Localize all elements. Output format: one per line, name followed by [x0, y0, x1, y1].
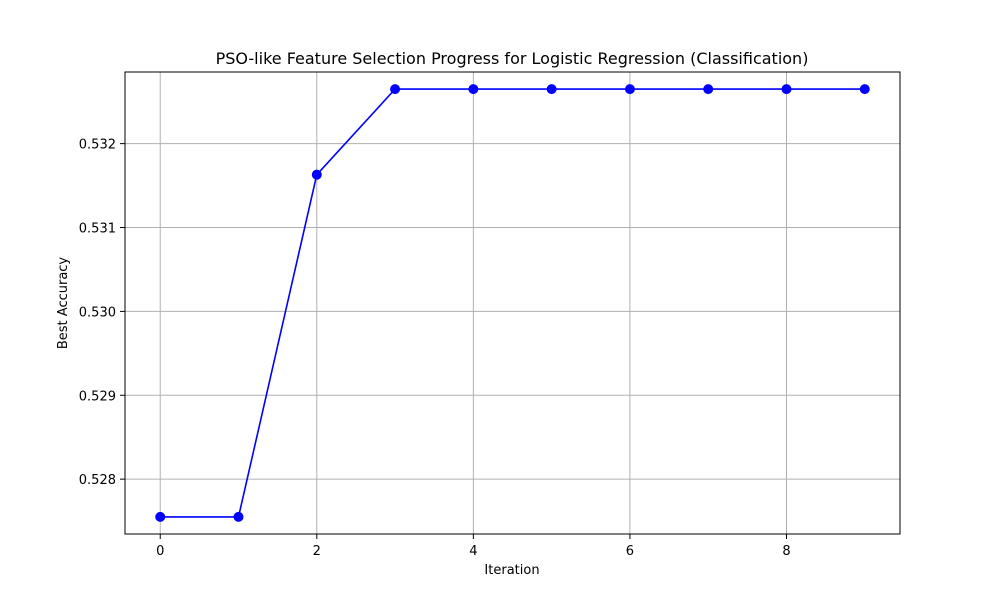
chart-title: PSO-like Feature Selection Progress for … — [216, 49, 809, 68]
x-tick-label: 8 — [782, 544, 790, 559]
data-point — [624, 84, 635, 95]
x-tick-label: 0 — [156, 544, 164, 559]
data-point — [155, 511, 166, 522]
y-tick-label: 0.532 — [79, 138, 116, 153]
y-tick-label: 0.531 — [79, 222, 116, 237]
data-point — [859, 84, 870, 95]
y-tick-label: 0.529 — [79, 389, 116, 404]
y-tick-label: 0.528 — [79, 473, 116, 488]
data-point — [311, 169, 322, 180]
x-tick-label: 4 — [469, 544, 477, 559]
grid-layer — [125, 72, 900, 534]
series-line — [160, 88, 865, 518]
plot-frame — [124, 71, 901, 535]
y-axis-label: Best Accuracy — [56, 257, 71, 350]
series-layer — [155, 84, 870, 522]
data-point — [546, 84, 557, 95]
data-point — [703, 84, 714, 95]
data-point — [233, 511, 244, 522]
data-point — [390, 84, 401, 95]
x-tick-label: 6 — [626, 544, 634, 559]
y-tick-label: 0.530 — [79, 305, 116, 320]
x-tick-label: 2 — [313, 544, 321, 559]
data-point — [468, 84, 479, 95]
data-point — [781, 84, 792, 95]
tick-layer: 0 2 4 6 8 0.528 0.529 0.530 0.531 0.532 — [79, 138, 791, 559]
x-axis-label: Iteration — [484, 563, 539, 578]
